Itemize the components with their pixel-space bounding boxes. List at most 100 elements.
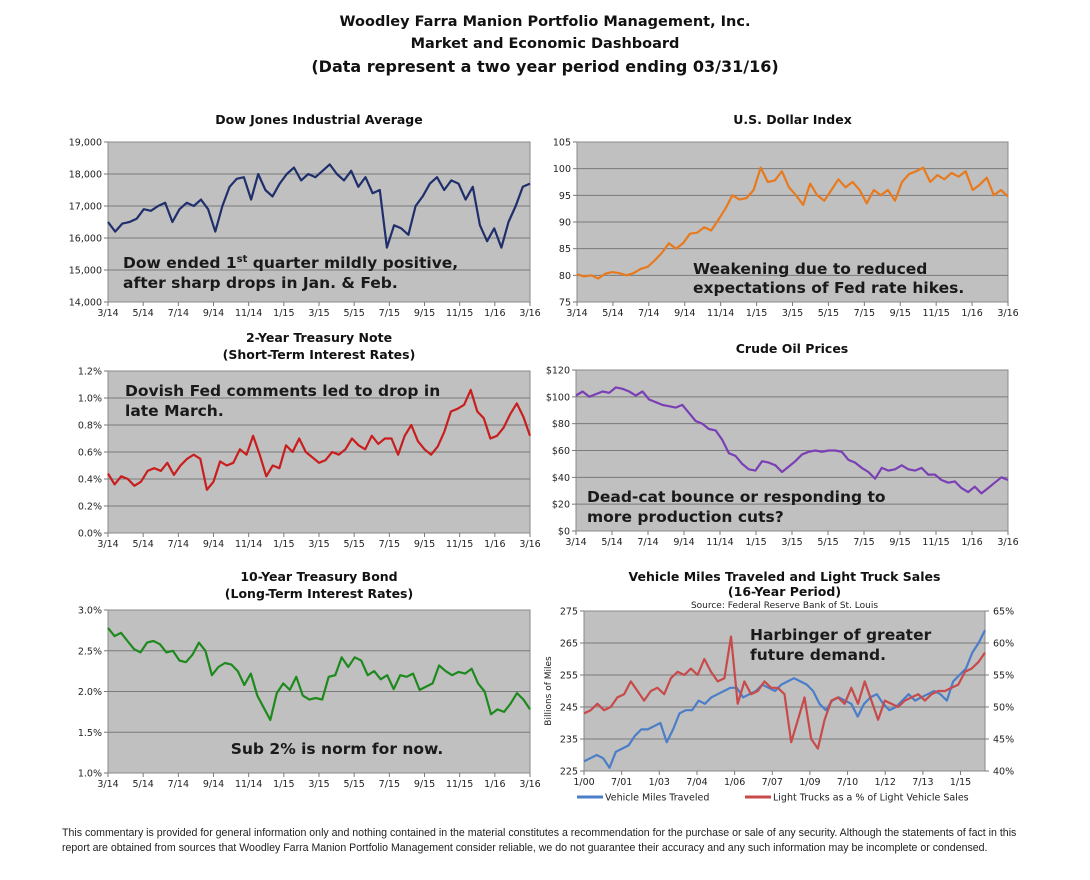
y-tick-label: 275 [560,607,578,618]
series-line-vehicle-miles-traveled [583,629,986,769]
x-tick-label: 11/14 [706,537,733,548]
x-tick-label: 7/04 [686,777,707,788]
x-tick-label: 5/14 [132,539,153,550]
x-tick-label: 1/03 [649,777,670,788]
chart-annotation: late March. [125,402,224,420]
y2-tick-label: 65% [993,607,1014,618]
x-tick-label: 5/15 [343,779,364,790]
x-tick-label: 9/15 [889,537,910,548]
x-tick-label: 11/15 [922,537,949,548]
x-tick-label: 7/14 [638,308,659,319]
chart-annotation: Dovish Fed comments led to drop in [125,382,440,400]
y-tick-label: $60 [552,446,570,457]
x-tick-label: 1/15 [273,779,294,790]
chart-annotation: Weakening due to reduced [693,260,927,278]
series-line-wti [575,386,1009,495]
y-tick-label: 80 [559,271,571,282]
x-tick-label: 5/14 [602,308,623,319]
period-subtitle: (Data represent a two year period ending… [311,57,779,76]
x-tick-label: 5/15 [343,539,364,550]
x-tick-label: 7/13 [912,777,933,788]
x-tick-label: 3/16 [997,537,1018,548]
x-tick-label: 9/14 [674,308,695,319]
x-tick-label: 1/09 [799,777,820,788]
disclaimer-text: This commentary is provided for general … [62,827,1017,854]
chart-annotation: Harbinger of greater [750,626,932,644]
x-tick-label: 1/15 [746,308,767,319]
x-tick-label: 11/14 [235,308,262,319]
chart-annotation: future demand. [750,646,886,664]
x-tick-label: 1/16 [484,779,505,790]
y-tick-label: 1.5% [78,728,102,739]
chart-oil: Crude Oil Prices $0 $20 $40 $60 $80 $100 $120 3/… [546,341,1019,548]
x-tick-label: 11/14 [235,539,262,550]
chart-title: Dow Jones Industrial Average [215,112,422,127]
y-tick-label: 95 [559,191,571,202]
chart-annotation: more production cuts? [587,508,784,526]
x-tick-label: 3/14 [565,537,586,548]
y-tick-label: 0.6% [78,448,102,459]
x-tick-label: 3/16 [519,539,540,550]
y-tick-label: 100 [553,164,571,175]
y-axis-label: Billions of Miles [544,656,554,726]
x-tick-label: 7/15 [379,308,400,319]
y-tick-label: 2.0% [78,687,102,698]
x-tick-label: 5/15 [817,537,838,548]
x-tick-label: 7/10 [837,777,858,788]
x-tick-label: 3/14 [97,779,118,790]
legend-label-light-trucks: Light Trucks as a % of Light Vehicle Sal… [773,793,969,804]
x-tick-label: 3/14 [566,308,587,319]
y-tick-label: 2.5% [78,646,102,657]
x-tick-label: 11/14 [235,779,262,790]
y-tick-label: $80 [552,419,570,430]
x-tick-label: 3/16 [519,779,540,790]
x-tick-label: 3/15 [782,308,803,319]
chart-title: Crude Oil Prices [736,341,849,356]
series-line-10y [107,627,531,722]
y2-tick-label: 40% [993,767,1014,778]
chart-source: Source: Federal Reserve Bank of St. Loui… [691,601,878,611]
x-tick-label: 5/14 [132,308,153,319]
y-tick-label: 105 [553,138,571,149]
y-tick-label: 265 [560,639,578,650]
x-tick-label: 9/15 [414,308,435,319]
x-tick-label: 9/14 [203,779,224,790]
chart-title: (16-Year Period) [728,584,841,599]
y2-tick-label: 55% [993,671,1014,682]
x-tick-label: 9/14 [203,539,224,550]
y-tick-label: 1.0% [78,769,102,780]
chart-title: 2-Year Treasury Note [246,330,392,345]
x-tick-label: 1/16 [961,308,982,319]
y-tick-label: 85 [559,244,571,255]
y-tick-label: 0.2% [78,502,102,513]
x-tick-label: 9/15 [890,308,911,319]
plot-area [107,141,531,303]
y-tick-label: $40 [552,473,570,484]
x-tick-label: 1/15 [273,308,294,319]
series-line-light-trucks-as-a-of-light-vehicle-sales [583,635,986,750]
y-tick-label: $20 [552,500,570,511]
y-tick-label: 3.0% [78,606,102,617]
y-tick-label: 17,000 [69,202,102,213]
chart-title: (Short-Term Interest Rates) [223,347,416,362]
x-tick-label: 7/14 [168,539,189,550]
x-tick-label: 5/14 [132,779,153,790]
y-tick-label: 90 [559,218,571,229]
x-tick-label: 11/15 [922,308,949,319]
x-tick-label: 3/15 [308,308,329,319]
chart-t10y: 10-Year Treasury Bond (Long-Term Interest… [78,569,541,790]
y-tick-label: 16,000 [69,234,102,245]
x-tick-label: 3/15 [781,537,802,548]
y2-tick-label: 60% [993,639,1014,650]
x-tick-label: 1/00 [573,777,594,788]
series-line-dxy [576,166,1009,280]
dashboard-title: Market and Economic Dashboard [410,36,680,52]
x-tick-label: 11/14 [707,308,734,319]
x-tick-label: 1/15 [273,539,294,550]
chart-title: U.S. Dollar Index [733,112,852,127]
y-tick-label: 19,000 [69,138,102,149]
series-line-djia [107,163,531,249]
x-tick-label: 11/15 [446,539,473,550]
y-tick-label: 225 [560,767,578,778]
